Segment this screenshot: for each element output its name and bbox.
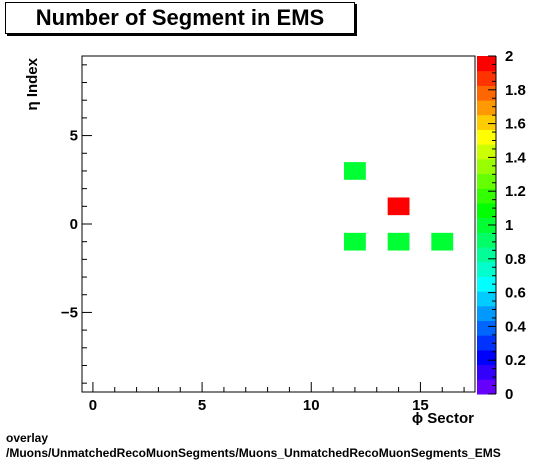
palette-swatch bbox=[477, 70, 496, 86]
palette-tick-label: 0 bbox=[505, 386, 513, 403]
palette-tick-label: 1.6 bbox=[505, 116, 526, 133]
palette-tick-label: 0.2 bbox=[505, 352, 526, 369]
palette-swatch bbox=[477, 56, 496, 72]
palette-swatch bbox=[477, 364, 496, 380]
palette-swatch bbox=[477, 173, 496, 189]
palette-swatch bbox=[477, 217, 496, 233]
palette-swatch bbox=[477, 202, 496, 219]
palette-tick-label: 2 bbox=[505, 48, 513, 65]
x-tick-label: 0 bbox=[89, 397, 97, 414]
footer-overlay-label: overlay bbox=[6, 431, 49, 445]
axes: 0 5 10 15 −5 0 5 bbox=[61, 64, 465, 414]
heatmap-cell bbox=[387, 197, 410, 216]
palette-swatch bbox=[477, 129, 496, 145]
x-tick-label: 10 bbox=[303, 397, 320, 414]
heatmap-cells bbox=[344, 162, 454, 251]
palette-swatch bbox=[477, 232, 496, 248]
x-tick-label: 5 bbox=[198, 397, 206, 414]
heatmap-chart: 0 5 10 15 −5 0 5 0 0.2 0.4 0.6 0.8 1 1.2 1.4 1.6 1.8 2 ϕ… bbox=[24, 48, 527, 425]
heatmap-cell bbox=[344, 162, 366, 180]
palette-tick-label: 1.4 bbox=[505, 149, 527, 166]
y-tick-label: −5 bbox=[61, 304, 78, 321]
y-tick-label: 5 bbox=[70, 128, 78, 145]
palette-swatch bbox=[477, 291, 496, 307]
palette-swatch bbox=[477, 276, 496, 292]
title-box: Number of Segment in EMS bbox=[5, 2, 355, 34]
palette-swatch bbox=[477, 158, 496, 175]
palette-swatch bbox=[477, 114, 496, 130]
y-tick-label: 0 bbox=[70, 216, 78, 233]
heatmap-cell bbox=[387, 232, 410, 251]
palette-swatch bbox=[477, 305, 496, 322]
palette-swatch bbox=[477, 335, 496, 351]
heatmap-cell bbox=[344, 232, 366, 251]
palette-tick-label: 1 bbox=[505, 217, 513, 234]
palette-tick-label: 0.8 bbox=[505, 251, 526, 268]
palette-swatch bbox=[477, 247, 496, 263]
palette-swatch bbox=[477, 261, 496, 277]
chart-title: Number of Segment in EMS bbox=[35, 5, 325, 30]
x-axis-label: ϕ Sector bbox=[412, 410, 474, 425]
palette-tick-label: 1.8 bbox=[505, 82, 526, 99]
palette-swatch bbox=[477, 320, 496, 336]
palette-swatch bbox=[477, 188, 496, 204]
y-axis-label: η Index bbox=[24, 57, 41, 110]
heatmap-cell bbox=[431, 232, 454, 251]
palette-swatch bbox=[477, 100, 496, 116]
x-tick-label: 15 bbox=[412, 397, 429, 414]
plot-frame bbox=[81, 55, 476, 393]
palette-tick-label: 1.2 bbox=[505, 183, 526, 200]
palette-tick-label: 0.6 bbox=[505, 285, 526, 302]
color-palette: 0 0.2 0.4 0.6 0.8 1 1.2 1.4 1.6 1.8 2 bbox=[477, 48, 527, 403]
footer-histogram-path: /Muons/UnmatchedRecoMuonSegments/Muons_U… bbox=[6, 446, 501, 460]
palette-swatch bbox=[477, 349, 496, 366]
palette-swatch bbox=[477, 144, 496, 160]
palette-swatch bbox=[477, 85, 496, 101]
palette-swatch bbox=[477, 379, 496, 395]
palette-tick-label: 0.4 bbox=[505, 318, 527, 335]
